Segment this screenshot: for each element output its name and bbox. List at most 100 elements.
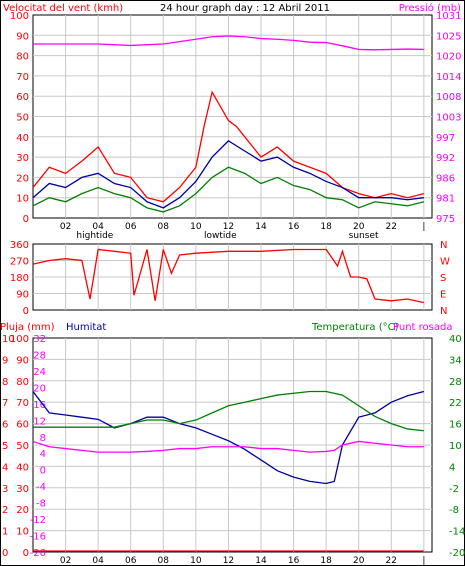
temperatura-line	[33, 390, 424, 432]
pressure-y-tick: 1031	[436, 11, 461, 22]
wind-panel-x-tick: 06	[125, 222, 137, 232]
wind-speed-y-tick: 30	[16, 153, 29, 164]
humidity-y-tick: 0	[23, 548, 29, 559]
wind-speed-y-tick: 80	[16, 52, 29, 63]
velocitat-del-vent-line	[32, 90, 425, 203]
temp-left-y-tick: -16	[30, 532, 46, 543]
wind-panel-x-tick: 14	[255, 222, 267, 232]
rain-y-tick: 2	[2, 505, 8, 516]
humidity-y-tick: 10	[16, 527, 29, 538]
temp-right-y-tick: -2	[449, 484, 459, 495]
climate-panel-x-tick: 20	[353, 556, 365, 566]
dew-point-axis-title: Punt rosada	[393, 322, 452, 333]
climate-panel-x-tick: 22	[386, 556, 397, 566]
wind-panel-x-tick: 10	[190, 222, 202, 232]
wind-speed-y-tick: 50	[16, 113, 29, 124]
temp-right-y-tick: -14	[449, 527, 465, 538]
temp-right-y-tick: -8	[449, 505, 459, 516]
pressure-title: Pressió (mb)	[399, 2, 461, 14]
temp-left-y-tick: 12	[33, 416, 46, 427]
humitat-line	[32, 390, 425, 485]
wind-panel-x-tick: 20	[353, 222, 365, 232]
climate-panel-x-tick: 08	[158, 556, 170, 566]
temp-right-y-tick: 28	[449, 377, 462, 388]
humidity-y-tick: 80	[16, 377, 29, 388]
rain-y-tick: 1	[2, 527, 8, 538]
compass-y-tick: W	[440, 257, 450, 268]
humidity-y-tick: 60	[16, 420, 29, 431]
temp-right-y-tick: 40	[449, 334, 462, 345]
rain-y-tick: 5	[2, 441, 8, 452]
compass-y-tick: E	[440, 290, 446, 301]
temp-left-y-tick: 0	[40, 466, 46, 477]
direction-y-tick: 0	[23, 306, 29, 317]
wind-speed-y-tick: 70	[16, 72, 29, 83]
pressure-y-tick: 1020	[436, 52, 461, 63]
rain-y-tick: 10	[2, 334, 15, 345]
humidity-axis-title: Humitat	[66, 322, 106, 333]
humidity-y-tick: 20	[16, 505, 29, 516]
wind-speed-y-tick: 10	[16, 194, 29, 205]
mitjana-line	[32, 166, 425, 213]
pressi--line	[33, 35, 424, 51]
wind-speed-y-tick: 20	[16, 173, 29, 184]
wind-speed-y-tick: 60	[16, 92, 29, 103]
temp-left-y-tick: 28	[33, 350, 46, 361]
rain-y-tick: 9	[2, 355, 8, 366]
climate-panel-x-tick: 02	[60, 556, 71, 566]
direction-y-tick: 90	[16, 290, 29, 301]
climate-panel-x-tick: 18	[320, 556, 332, 566]
temp-left-y-tick: 32	[33, 334, 46, 345]
temp-left-y-tick: 8	[40, 433, 46, 444]
wind-panel-x-tick: 04	[92, 222, 104, 232]
climate-panel-x-tick: 04	[92, 556, 104, 566]
temp-left-y-tick: -4	[36, 482, 46, 493]
wind-speed-y-tick: 40	[16, 133, 29, 144]
direction-y-tick: 360	[10, 240, 29, 251]
compass-y-tick: S	[440, 273, 446, 284]
wind-speed-y-tick: 100	[10, 11, 29, 22]
temp-left-y-tick: -12	[30, 515, 46, 526]
wind-panel-x-tick: 18	[320, 222, 332, 232]
rain-y-tick: 0	[2, 548, 8, 559]
humidity-y-tick: 50	[16, 441, 29, 452]
pressure-y-tick: 1008	[436, 92, 461, 103]
pressure-y-tick: 986	[436, 173, 455, 184]
pressure-y-tick: 975	[436, 214, 455, 225]
wind-direction-line	[32, 248, 424, 304]
climate-panel-x-tick: 10	[190, 556, 202, 566]
wind-panel-x-tick: |	[422, 222, 425, 232]
climate-panel-x-tick: 16	[288, 556, 300, 566]
graph-title: 24 hour graph day : 12 Abril 2011	[160, 3, 330, 14]
rain-y-tick: 8	[2, 377, 8, 388]
temp-right-y-tick: 34	[449, 355, 462, 366]
wind-speed-title: Velocitat del vent (kmh)	[3, 3, 123, 14]
pressure-y-tick: 981	[436, 194, 455, 205]
temp-right-y-tick: -20	[449, 548, 465, 559]
direction-y-tick: 270	[10, 257, 29, 268]
wind-panel-lowtide-label: lowtide	[204, 231, 237, 241]
rain-y-tick: 6	[2, 420, 8, 431]
temp-left-y-tick: 4	[40, 449, 46, 460]
wind-speed-y-tick: 90	[16, 31, 29, 42]
temp-right-y-tick: 4	[449, 462, 455, 473]
rain-y-tick: 3	[2, 484, 8, 495]
wind-panel-sunset-label: sunset	[349, 231, 379, 241]
pressure-y-tick: 1014	[436, 72, 461, 83]
compass-y-tick: N	[440, 306, 447, 317]
temperature-axis-title: Temperatura (°C)	[311, 322, 399, 333]
temp-left-y-tick: -20	[30, 548, 46, 559]
climate-panel-x-tick: 14	[255, 556, 267, 566]
climate-panel-x-tick: |	[422, 556, 425, 566]
climate-panel-x-tick: 06	[125, 556, 137, 566]
punt-rosada-line	[32, 440, 424, 453]
pressure-y-tick: 992	[436, 153, 455, 164]
wind-panel-x-tick: 02	[60, 222, 71, 232]
temp-left-y-tick: 24	[33, 367, 46, 378]
wind-panel-x-tick: 22	[386, 222, 397, 232]
wind-panel-x-tick: 12	[223, 222, 234, 232]
temp-left-y-tick: 20	[33, 383, 46, 394]
humidity-y-tick: 100	[10, 334, 29, 345]
